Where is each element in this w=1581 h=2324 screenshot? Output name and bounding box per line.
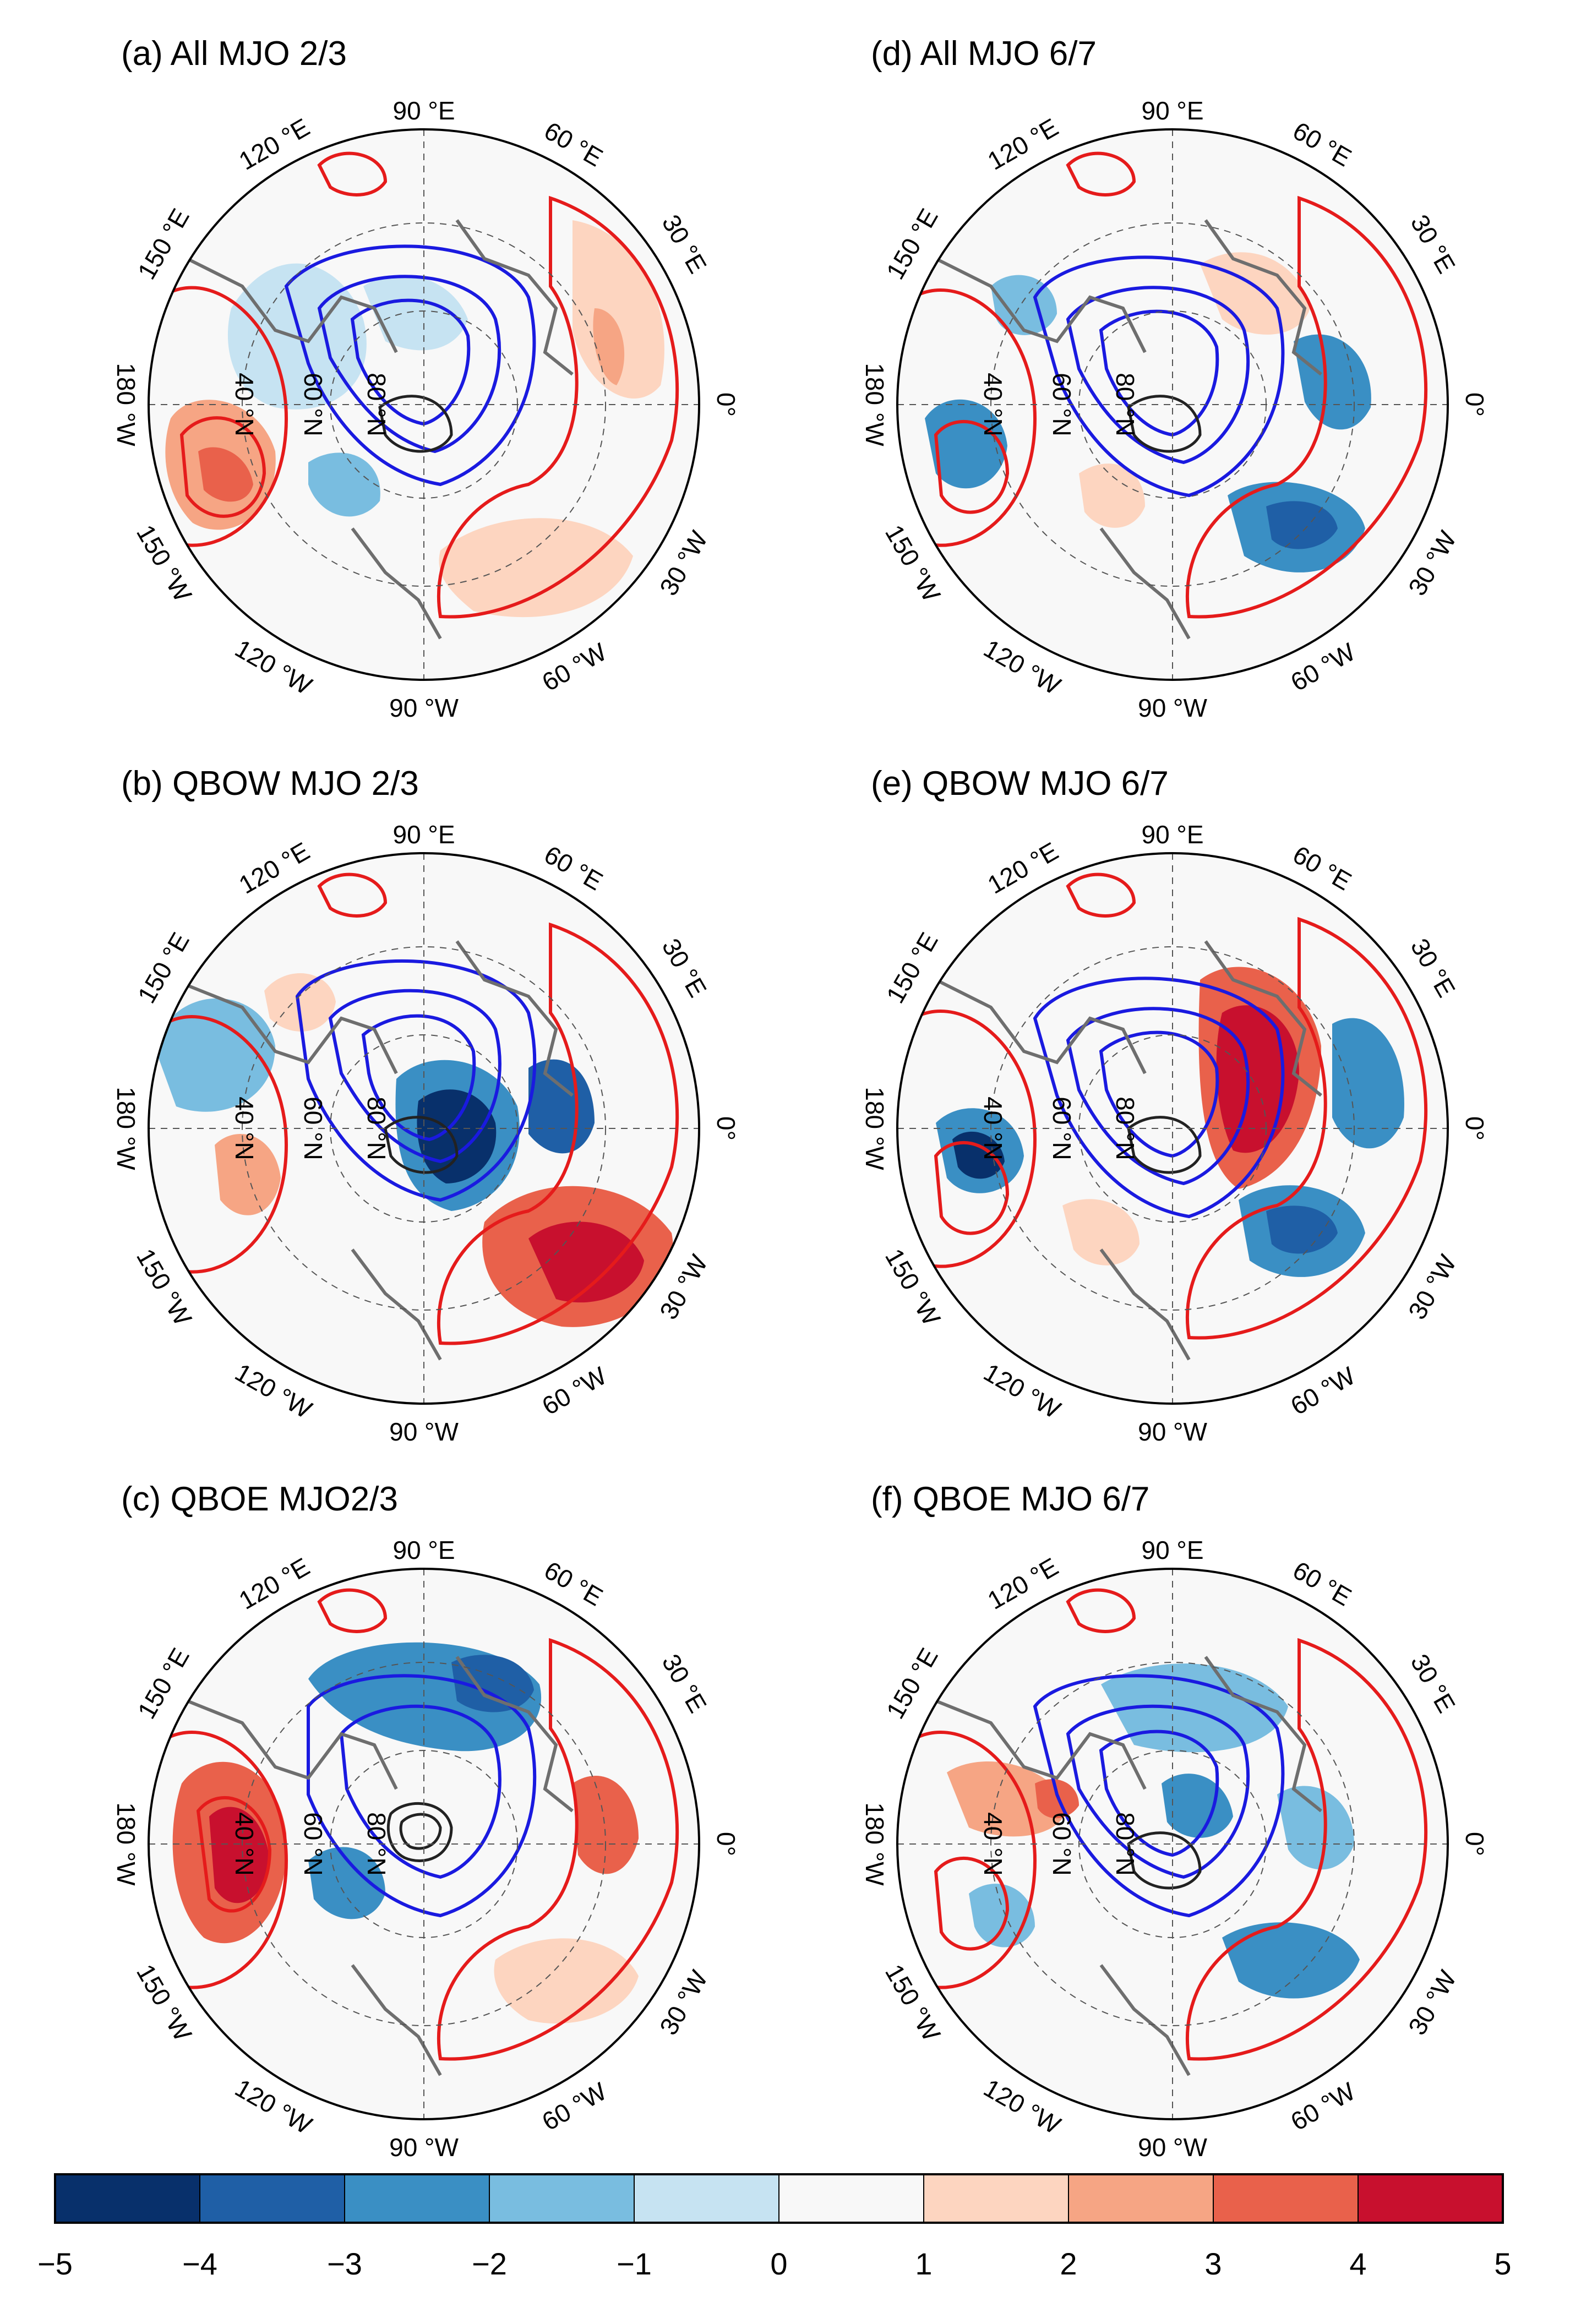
longitude-label-lon-90w-a: 90 °W	[389, 694, 459, 722]
longitude-label-lon-90w-e: 90 °W	[1138, 1417, 1207, 1446]
colorbar-swatch	[1068, 2174, 1214, 2223]
latitude-label-lat-80n-a: 80 °N	[362, 373, 391, 437]
latitude-label-lat-40n-c: 40 °N	[230, 1812, 259, 1876]
panel-title-e: (e) QBOW MJO 6/7	[871, 765, 1169, 803]
longitude-label-lon-0-b: 0°	[712, 1116, 740, 1141]
colorbar-swatch	[1213, 2174, 1359, 2223]
latitude-label-lat-80n-c: 80 °N	[362, 1812, 391, 1876]
longitude-label-lon-0-a: 0°	[712, 392, 740, 417]
colorbar-tick-label: 4	[1349, 2246, 1366, 2281]
colorbar-tick-label: −4	[182, 2246, 217, 2281]
colorbar: −5 −4 −3 −2 −1 0 1 2 3 4 5	[37, 2173, 1512, 2281]
longitude-label-lon-0-f: 0°	[1460, 1832, 1489, 1856]
longitude-label-lon-180w-a: 180 °W	[112, 363, 140, 446]
longitude-label-lon-180w-c: 180 °W	[112, 1802, 140, 1886]
latitude-label-lat-60n-f: 60 °N	[1048, 1812, 1076, 1876]
longitude-label-lon-30e-a: 30 °E	[657, 210, 713, 278]
latitude-label-lat-40n-a: 40 °N	[230, 373, 259, 437]
latitude-label-lat-40n-e: 40 °N	[979, 1096, 1007, 1160]
longitude-label-lon-30e-e: 30 °E	[1405, 934, 1462, 1002]
map-panel-e	[896, 852, 1449, 1405]
panel-title-c: (c) QBOE MJO2/3	[121, 1480, 398, 1518]
latitude-label-lat-60n-a: 60 °N	[299, 373, 328, 437]
colorbar-swatch	[923, 2174, 1069, 2223]
latitude-label-lat-60n-c: 60 °N	[299, 1812, 328, 1876]
colorbar-tick-label: −5	[37, 2246, 73, 2281]
longitude-label-lon-90e-f: 90 °E	[1141, 1536, 1203, 1564]
colorbar-tick-label: 0	[770, 2246, 787, 2281]
latitude-label-lat-80n-b: 80 °N	[362, 1096, 391, 1160]
map-panel-a	[148, 128, 700, 681]
longitude-label-lon-0-c: 0°	[712, 1832, 740, 1856]
panel-title-f: (f) QBOE MJO 6/7	[871, 1480, 1149, 1518]
colorbar-swatch	[1358, 2174, 1503, 2223]
colorbar-tick-label: −2	[472, 2246, 507, 2281]
colorbar-tick-label: −3	[327, 2246, 362, 2281]
map-panel-c	[148, 1568, 700, 2120]
longitude-label-lon-90w-d: 90 °W	[1138, 694, 1207, 722]
map-panel-f	[896, 1568, 1449, 2120]
longitude-label-lon-30e-f: 30 °E	[1405, 1649, 1462, 1717]
latitude-label-lat-40n-b: 40 °N	[230, 1096, 259, 1160]
colorbar-swatch	[634, 2174, 779, 2223]
longitude-label-lon-0-d: 0°	[1460, 392, 1489, 417]
longitude-label-lon-90e-c: 90 °E	[392, 1536, 455, 1564]
latitude-label-lat-80n-f: 80 °N	[1111, 1812, 1140, 1876]
longitude-label-lon-90e-a: 90 °E	[392, 96, 455, 125]
colorbar-ticks: −5 −4 −3 −2 −1 0 1 2 3 4 5	[37, 2246, 1512, 2281]
latitude-label-lat-60n-e: 60 °N	[1048, 1096, 1076, 1160]
colorbar-tick-label: 5	[1494, 2246, 1511, 2281]
colorbar-swatches	[54, 2174, 1503, 2223]
latitude-label-lat-60n-b: 60 °N	[299, 1096, 328, 1160]
colorbar-frame	[54, 2173, 1504, 2224]
longitude-label-lon-90e-b: 90 °E	[392, 820, 455, 849]
latitude-label-lat-80n-e: 80 °N	[1111, 1096, 1140, 1160]
colorbar-swatch	[54, 2174, 200, 2223]
colorbar-tick-label: 2	[1060, 2246, 1077, 2281]
longitude-label-lon-30e-c: 30 °E	[657, 1649, 713, 1717]
latitude-label-lat-80n-d: 80 °N	[1111, 373, 1140, 437]
latitude-label-lat-40n-f: 40 °N	[979, 1812, 1007, 1876]
map-panel-b	[148, 852, 700, 1405]
panel-title-b: (b) QBOW MJO 2/3	[121, 765, 419, 803]
panel-title-a: (a) All MJO 2/3	[121, 35, 347, 73]
latitude-label-lat-40n-d: 40 °N	[979, 373, 1007, 437]
map-panel-d	[896, 128, 1449, 681]
longitude-label-lon-90e-e: 90 °E	[1141, 820, 1203, 849]
colorbar-tick-label: 3	[1204, 2246, 1222, 2281]
longitude-label-lon-180w-b: 180 °W	[112, 1087, 140, 1170]
longitude-label-lon-180w-e: 180 °W	[860, 1087, 889, 1170]
latitude-label-lat-60n-d: 60 °N	[1048, 373, 1076, 437]
longitude-label-lon-30e-b: 30 °E	[657, 934, 713, 1002]
colorbar-swatch	[199, 2174, 345, 2223]
longitude-label-lon-180w-f: 180 °W	[860, 1802, 889, 1886]
longitude-label-lon-30e-d: 30 °E	[1405, 210, 1462, 278]
colorbar-tick-label: −1	[617, 2246, 652, 2281]
longitude-label-lon-90w-f: 90 °W	[1138, 2133, 1207, 2162]
colorbar-swatch	[344, 2174, 490, 2223]
longitude-label-lon-90w-b: 90 °W	[389, 1417, 459, 1446]
longitude-label-lon-0-e: 0°	[1460, 1116, 1489, 1141]
longitude-label-lon-90e-d: 90 °E	[1141, 96, 1203, 125]
colorbar-swatch	[489, 2174, 635, 2223]
colorbar-swatch	[778, 2174, 924, 2223]
colorbar-tick-label: 1	[915, 2246, 932, 2281]
panel-title-d: (d) All MJO 6/7	[871, 35, 1097, 73]
longitude-label-lon-180w-d: 180 °W	[860, 363, 889, 446]
longitude-label-lon-90w-c: 90 °W	[389, 2133, 459, 2162]
